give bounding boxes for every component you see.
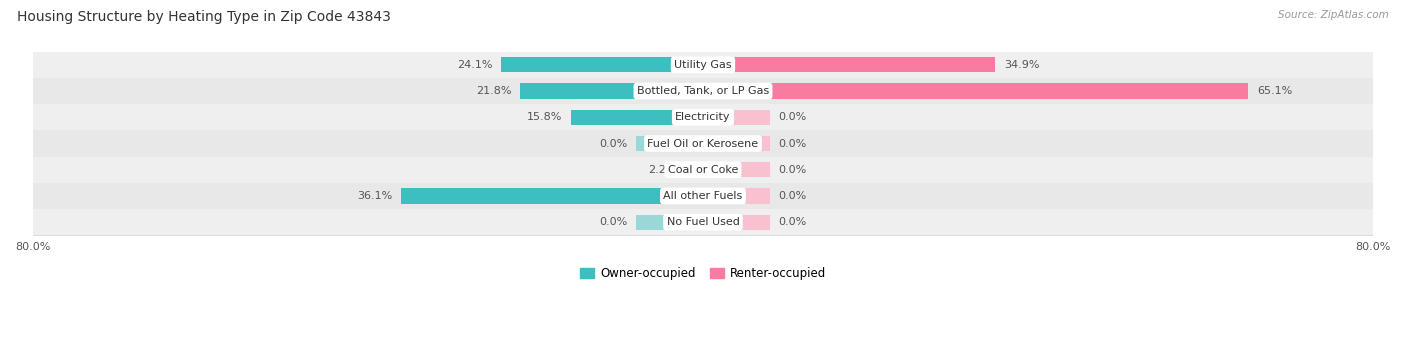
Bar [703,84,1249,99]
Bar [32,157,1374,183]
Bar [32,104,1374,130]
Bar [32,209,1374,235]
Legend: Owner-occupied, Renter-occupied: Owner-occupied, Renter-occupied [575,263,831,285]
Text: 34.9%: 34.9% [1004,60,1039,70]
Bar [32,183,1374,209]
Bar [571,110,703,125]
Text: Electricity: Electricity [675,112,731,122]
Text: 0.0%: 0.0% [599,138,627,149]
Bar [501,57,703,72]
Bar [703,57,995,72]
Text: Fuel Oil or Kerosene: Fuel Oil or Kerosene [647,138,759,149]
Bar [703,110,770,125]
Bar [32,52,1374,78]
Bar [636,136,703,151]
Bar [703,162,770,177]
Text: 36.1%: 36.1% [357,191,392,201]
Bar [636,214,703,230]
Text: Bottled, Tank, or LP Gas: Bottled, Tank, or LP Gas [637,86,769,96]
Bar [32,130,1374,157]
Bar [520,84,703,99]
Text: All other Fuels: All other Fuels [664,191,742,201]
Text: 65.1%: 65.1% [1257,86,1292,96]
Text: No Fuel Used: No Fuel Used [666,217,740,227]
Text: 0.0%: 0.0% [779,112,807,122]
Bar [401,188,703,204]
Text: 2.2%: 2.2% [648,165,676,175]
Text: Utility Gas: Utility Gas [675,60,731,70]
Text: 24.1%: 24.1% [457,60,492,70]
Bar [703,136,770,151]
Text: 0.0%: 0.0% [779,165,807,175]
Text: 15.8%: 15.8% [527,112,562,122]
Text: 0.0%: 0.0% [779,217,807,227]
Text: Housing Structure by Heating Type in Zip Code 43843: Housing Structure by Heating Type in Zip… [17,10,391,24]
Text: 0.0%: 0.0% [599,217,627,227]
Text: 0.0%: 0.0% [779,191,807,201]
Bar [703,188,770,204]
Text: 0.0%: 0.0% [779,138,807,149]
Bar [703,214,770,230]
Text: 21.8%: 21.8% [477,86,512,96]
Bar [32,78,1374,104]
Bar [685,162,703,177]
Text: Coal or Coke: Coal or Coke [668,165,738,175]
Text: Source: ZipAtlas.com: Source: ZipAtlas.com [1278,10,1389,20]
